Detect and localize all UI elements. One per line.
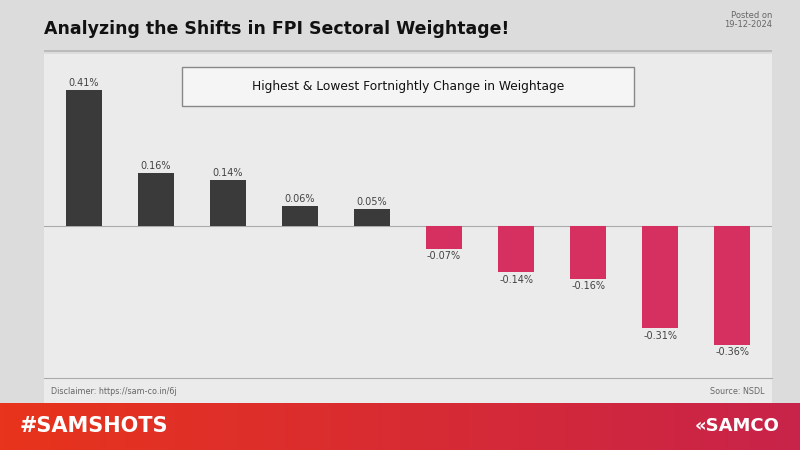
Bar	[570, 226, 606, 279]
Text: -0.16%: -0.16%	[571, 281, 605, 291]
Bar	[66, 90, 102, 226]
Text: «SAMCO: «SAMCO	[695, 418, 780, 436]
Text: 0.05%: 0.05%	[357, 198, 387, 207]
Text: Posted on: Posted on	[730, 11, 772, 20]
Text: Source: NSDL: Source: NSDL	[710, 387, 765, 396]
Text: 0.41%: 0.41%	[68, 78, 99, 88]
Text: -0.07%: -0.07%	[427, 252, 461, 261]
Text: 0.14%: 0.14%	[213, 168, 243, 178]
Text: -0.31%: -0.31%	[643, 331, 678, 341]
Bar	[210, 180, 246, 226]
Bar	[426, 226, 462, 249]
Text: -0.36%: -0.36%	[715, 347, 750, 357]
Text: #SAMSHOTS: #SAMSHOTS	[20, 416, 169, 436]
Text: Disclaimer: https://sam-co.in/6j: Disclaimer: https://sam-co.in/6j	[51, 387, 177, 396]
Bar	[354, 209, 390, 226]
Text: -0.14%: -0.14%	[499, 274, 533, 284]
Bar	[714, 226, 750, 345]
Text: Highest & Lowest Fortnightly Change in Weightage: Highest & Lowest Fortnightly Change in W…	[252, 80, 564, 93]
Bar	[642, 226, 678, 328]
Text: 0.06%: 0.06%	[285, 194, 315, 204]
Bar	[282, 206, 318, 226]
Bar	[138, 173, 174, 226]
Text: Analyzing the Shifts in FPI Sectoral Weightage!: Analyzing the Shifts in FPI Sectoral Wei…	[44, 20, 510, 38]
Bar	[498, 226, 534, 272]
Text: 0.16%: 0.16%	[141, 161, 171, 171]
Text: 19-12-2024: 19-12-2024	[724, 20, 772, 29]
FancyBboxPatch shape	[182, 67, 634, 106]
